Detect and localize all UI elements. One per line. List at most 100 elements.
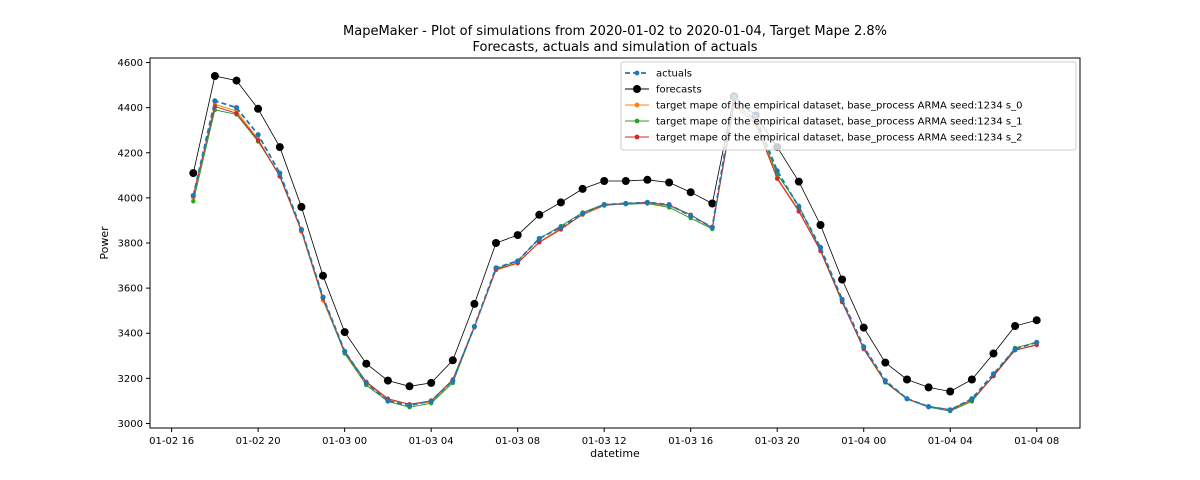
data-point xyxy=(536,235,542,242)
data-point xyxy=(794,177,803,186)
data-point xyxy=(362,359,371,368)
legend-swatch-marker xyxy=(634,134,640,140)
data-point xyxy=(450,378,456,384)
data-point xyxy=(556,198,565,207)
data-point xyxy=(774,168,780,174)
data-point xyxy=(515,258,521,264)
x-tick-label: 01-03 08 xyxy=(495,436,540,447)
data-point xyxy=(946,387,955,396)
legend-entry: target mape of the empirical dataset, ba… xyxy=(656,117,1023,128)
y-tick-label: 3600 xyxy=(118,284,143,295)
y-tick-label: 3400 xyxy=(118,329,143,340)
y-axis-label: Power xyxy=(98,226,111,260)
data-point xyxy=(275,143,284,152)
data-point xyxy=(385,398,391,404)
chart-subtitle: Forecasts, actuals and simulation of act… xyxy=(473,40,758,55)
data-point xyxy=(492,239,500,247)
data-point xyxy=(926,404,932,410)
data-point xyxy=(340,328,349,337)
data-point xyxy=(796,204,802,210)
x-tick-label: 01-03 20 xyxy=(755,436,800,447)
data-point xyxy=(644,199,651,205)
data-point xyxy=(493,265,499,271)
data-point xyxy=(448,356,457,365)
legend-swatch-marker xyxy=(634,70,640,76)
data-point xyxy=(406,402,413,408)
data-point xyxy=(580,211,586,217)
y-tick-label: 4600 xyxy=(118,58,143,69)
y-tick-label: 4000 xyxy=(118,193,143,204)
x-tick-label: 01-03 04 xyxy=(409,436,454,447)
data-point xyxy=(601,202,607,208)
legend-entry: target mape of the empirical dataset, ba… xyxy=(656,101,1023,112)
data-point xyxy=(513,231,522,240)
data-point xyxy=(861,344,867,350)
y-tick-label: 4200 xyxy=(118,148,143,159)
x-tick-label: 01-02 20 xyxy=(236,436,281,447)
legend-entry: forecasts xyxy=(656,85,702,96)
data-point xyxy=(1012,346,1018,352)
data-point xyxy=(470,299,479,308)
x-tick-label: 01-04 00 xyxy=(841,436,886,447)
x-tick-label: 01-03 16 xyxy=(668,436,713,447)
legend-swatch-marker xyxy=(633,85,641,93)
data-point xyxy=(838,275,847,284)
data-point xyxy=(537,240,542,245)
data-point xyxy=(816,221,825,229)
data-point xyxy=(558,224,564,230)
data-point xyxy=(859,323,868,332)
data-point xyxy=(924,383,933,392)
data-point xyxy=(383,376,392,385)
chart-title: MapeMaker - Plot of simulations from 202… xyxy=(343,24,887,39)
data-point xyxy=(319,271,327,280)
data-point xyxy=(708,199,717,208)
data-point xyxy=(342,348,348,354)
data-point xyxy=(882,378,888,384)
data-point xyxy=(234,111,239,116)
data-point xyxy=(189,169,198,178)
data-point xyxy=(775,176,780,181)
data-point xyxy=(990,371,997,377)
data-point xyxy=(578,184,587,193)
data-point xyxy=(255,132,261,138)
data-point xyxy=(1034,339,1040,345)
data-point xyxy=(989,349,998,358)
data-point xyxy=(686,188,695,197)
data-point xyxy=(623,200,629,207)
data-point xyxy=(212,98,218,104)
data-point xyxy=(600,177,609,185)
data-point xyxy=(428,398,434,404)
data-point xyxy=(1032,316,1041,325)
data-point xyxy=(298,226,304,233)
x-tick-label: 01-04 04 xyxy=(928,436,973,447)
data-point xyxy=(969,396,975,402)
series-line xyxy=(192,94,1037,411)
x-tick-label: 01-02 16 xyxy=(149,436,194,447)
x-tick-label: 01-03 12 xyxy=(582,436,627,447)
data-point xyxy=(254,104,263,113)
data-point xyxy=(947,407,953,413)
data-point xyxy=(190,193,196,199)
data-point xyxy=(232,76,241,85)
data-point xyxy=(320,294,326,300)
data-point xyxy=(643,175,652,184)
data-point xyxy=(405,382,414,391)
legend-swatch-marker xyxy=(634,102,640,108)
y-tick-label: 3800 xyxy=(118,239,143,250)
data-point xyxy=(233,105,240,111)
y-tick-label: 3000 xyxy=(118,419,143,430)
y-axis: 3000 3200 3400 3600 3800 4000 4200 4400 4600 xyxy=(118,58,150,430)
data-point xyxy=(363,380,369,386)
data-point xyxy=(688,213,694,219)
data-point xyxy=(839,296,845,302)
data-point xyxy=(191,199,196,204)
legend: actuals forecasts target mape of the empir… xyxy=(620,61,1077,151)
data-point xyxy=(1011,322,1020,330)
y-tick-label: 3200 xyxy=(118,374,143,385)
series-line xyxy=(192,75,1037,392)
data-point xyxy=(817,244,824,251)
data-point xyxy=(666,202,672,208)
series-line xyxy=(192,104,1037,411)
data-point xyxy=(297,202,306,211)
